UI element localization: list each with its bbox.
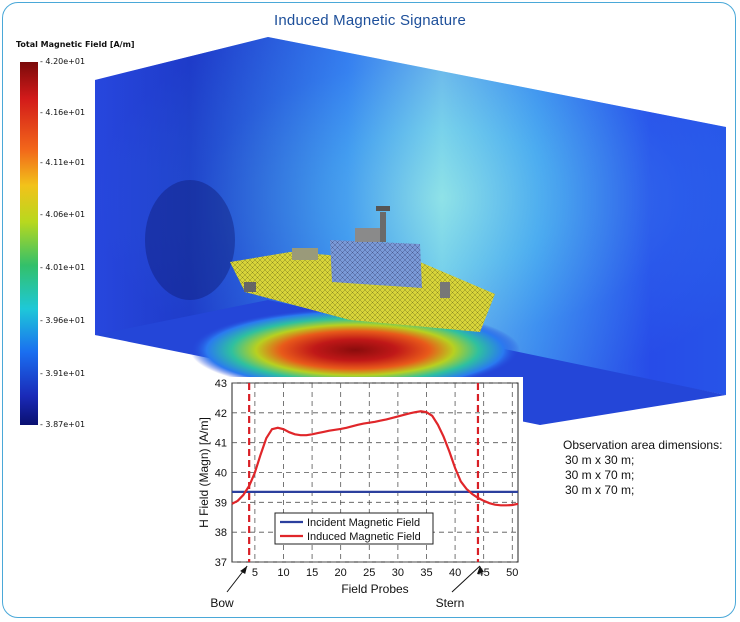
legend-label: Induced Magnetic Field (307, 531, 421, 543)
x-tick-label: 40 (449, 567, 461, 579)
stern-label: Stern (436, 596, 465, 610)
legend-label: Incident Magnetic Field (307, 517, 420, 529)
x-tick-label: 30 (392, 567, 404, 579)
x-tick-label: 5 (252, 567, 258, 579)
y-tick-label: 42 (215, 408, 227, 420)
y-tick-label: 43 (215, 378, 227, 390)
x-tick-label: 15 (306, 567, 318, 579)
bow-label: Bow (210, 596, 234, 610)
figure-title: Induced Magnetic Signature (274, 12, 466, 29)
observation-line: 30 m x 70 m; (565, 468, 635, 482)
y-tick-label: 40 (215, 468, 227, 480)
x-tick-label: 10 (277, 567, 289, 579)
colorbar-tick: - 4.20e+01 (40, 57, 86, 66)
colorbar (20, 62, 38, 425)
observation-heading: Observation area dimensions: (563, 438, 723, 452)
x-tick-label: 35 (420, 567, 432, 579)
y-tick-label: 38 (215, 527, 227, 539)
x-tick-label: 50 (506, 567, 518, 579)
y-tick-label: 41 (215, 438, 227, 450)
stern-arrow (451, 565, 481, 593)
colorbar-title: Total Magnetic Field [A/m] (16, 40, 135, 49)
observation-line: 30 m x 30 m; (565, 453, 635, 467)
colorbar-tick: - 4.11e+01 (40, 158, 86, 167)
colorbar-tick: - 3.96e+01 (40, 316, 86, 325)
y-tick-label: 37 (215, 557, 227, 569)
stern-arrowhead (476, 566, 484, 574)
observation-text: Observation area dimensions: 30 m x 30 m… (563, 438, 722, 498)
x-axis-label: Field Probes (341, 582, 408, 596)
y-axis-label: H Field (Magn) [A/m] (197, 417, 211, 528)
x-tick-label: 20 (335, 567, 347, 579)
x-tick-label: 25 (363, 567, 375, 579)
legend-box (274, 512, 434, 545)
colorbar-tick: - 4.16e+01 (40, 108, 86, 117)
series-line-induced (231, 410, 519, 507)
y-tick-label: 39 (215, 497, 227, 509)
colorbar-tick: - 4.06e+01 (40, 210, 86, 219)
colorbar-tick: - 3.87e+01 (40, 420, 86, 429)
colorbar-tick: - 3.91e+01 (40, 369, 86, 378)
observation-line: 30 m x 70 m; (565, 483, 635, 497)
colorbar-tick: - 4.01e+01 (40, 263, 86, 272)
bow-arrowhead (240, 566, 248, 574)
